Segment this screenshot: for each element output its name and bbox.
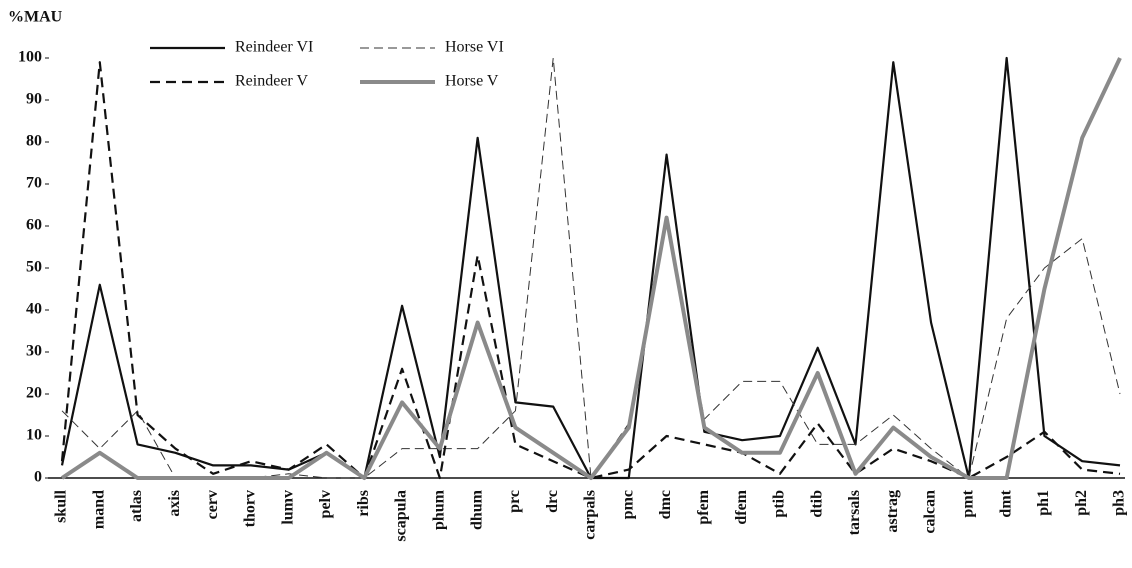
x-tick-label: dmc xyxy=(657,490,674,519)
x-tick-label: ph3 xyxy=(1111,490,1128,516)
series-line xyxy=(61,57,1121,479)
y-tick-label: 70 xyxy=(26,175,42,192)
y-tick-label: 40 xyxy=(26,301,42,318)
x-tick-label: atlas xyxy=(128,490,145,522)
x-tick-label: tarsals xyxy=(846,490,863,535)
x-tick-label: mand xyxy=(90,490,107,529)
y-tick-label: 80 xyxy=(26,133,42,150)
series-line xyxy=(60,56,1121,480)
x-tick-label: skull xyxy=(53,489,70,522)
x-tick-label: dfem xyxy=(733,489,750,524)
x-tick-label: drc xyxy=(544,490,561,513)
x-tick-label: ph1 xyxy=(1035,490,1052,516)
series-line xyxy=(60,61,1121,480)
x-tick-label: dhum xyxy=(468,489,485,530)
y-axis-label: %MAU xyxy=(8,9,63,26)
x-tick-label: calcan xyxy=(922,490,939,534)
legend-label: Reindeer V xyxy=(235,73,308,90)
y-tick-label: 60 xyxy=(26,217,42,234)
y-tick-label: 20 xyxy=(26,385,42,402)
y-tick-label: 0 xyxy=(34,469,42,486)
legend-label: Reindeer VI xyxy=(235,39,313,56)
legend-label: Horse VI xyxy=(445,39,504,56)
x-tick-label: astrag xyxy=(884,490,901,533)
x-tick-label: ph2 xyxy=(1073,490,1090,516)
y-tick-label: 10 xyxy=(26,427,42,444)
legend-label: Horse V xyxy=(445,73,499,90)
x-tick-label: cerv xyxy=(204,490,221,519)
y-tick-label: 50 xyxy=(26,259,42,276)
x-tick-label: pmt xyxy=(960,489,977,517)
x-tick-label: pfem xyxy=(695,489,712,524)
x-tick-label: axis xyxy=(166,490,183,517)
x-tick-label: prc xyxy=(506,490,523,513)
x-tick-label: lumv xyxy=(279,490,296,525)
x-tick-label: carpals xyxy=(582,490,599,540)
x-tick-label: dtib xyxy=(808,490,825,518)
x-tick-label: pelv xyxy=(317,490,334,518)
x-tick-label: scapula xyxy=(393,490,410,542)
x-tick-label: pmc xyxy=(619,490,636,519)
x-tick-label: phum xyxy=(431,489,448,530)
y-tick-label: 100 xyxy=(18,49,42,66)
series-line xyxy=(60,57,1122,480)
x-tick-label: ptib xyxy=(771,490,788,518)
y-tick-label: 90 xyxy=(26,91,42,108)
y-tick-label: 30 xyxy=(26,343,42,360)
x-tick-label: dmt xyxy=(997,489,1014,517)
x-tick-label: thorv xyxy=(242,490,259,527)
x-tick-label: ribs xyxy=(355,490,372,517)
